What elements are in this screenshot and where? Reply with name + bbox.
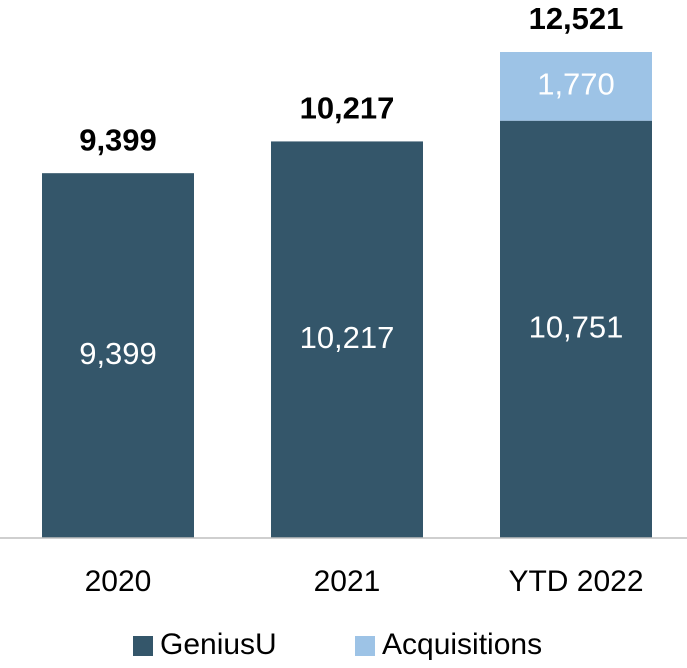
- legend-swatch: [355, 636, 375, 656]
- x-tick-label: 2020: [85, 565, 152, 598]
- data-label: 10,751: [529, 310, 624, 345]
- total-label: 9,399: [79, 122, 157, 157]
- x-tick-label: YTD 2022: [508, 565, 643, 598]
- legend-label: Acquisitions: [382, 628, 542, 661]
- bar-segment: [42, 173, 194, 538]
- data-label: 1,770: [537, 67, 615, 102]
- data-label: 10,217: [300, 320, 395, 355]
- bar-segment: [500, 120, 652, 538]
- bar-segment: [500, 52, 652, 121]
- x-tick-label: 2021: [314, 565, 381, 598]
- legend-label: GeniusU: [160, 628, 277, 661]
- total-label: 12,521: [529, 1, 624, 36]
- data-label: 9,399: [79, 336, 157, 371]
- bar-segment: [271, 141, 423, 539]
- legend-swatch: [133, 636, 153, 656]
- total-label: 10,217: [300, 91, 395, 126]
